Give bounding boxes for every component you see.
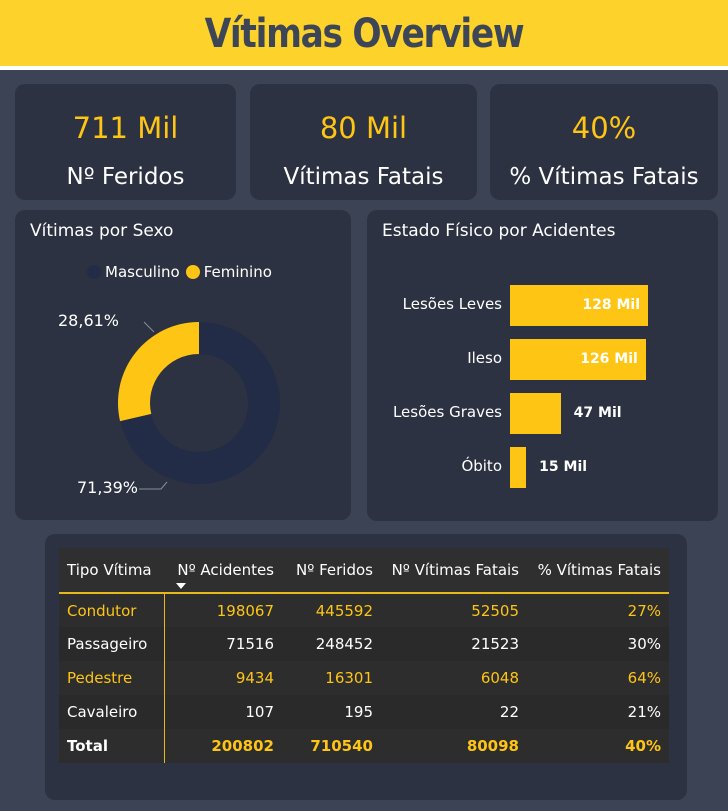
bar-óbito[interactable] [510,447,527,488]
kpi-value: 711 Mil [72,111,179,145]
bar-category-label: Lesões Leves [402,295,502,313]
bar-data-label: 126 Mil [580,351,638,367]
kpi-value: 80 Mil [319,111,408,145]
donut-slice-feminino[interactable] [118,322,199,422]
table-cell: 22 [381,695,527,729]
table-cell: Total [59,729,165,763]
victims-table: Tipo Vítima Nº Acidentes Nº Feridos Nº V… [59,548,669,763]
title-banner: Vítimas Overview [0,0,728,70]
sort-descending-icon [176,583,186,589]
table-total-row[interactable]: Total 200802 710540 80098 40% [59,729,669,763]
table-cell: 71516 [164,627,282,661]
table-row[interactable]: Passageiro 71516 248452 21523 30% [59,627,669,661]
bar-category-label: Ileso [467,349,502,367]
table-cell: 9434 [164,661,282,695]
donut-data-label-masculino: 71,39% [77,478,139,497]
legend-item-masculino[interactable]: Masculino [87,263,180,281]
table-cell: 200802 [164,729,282,763]
donut-chart-card[interactable]: Vítimas por Sexo Masculino Feminino 28,6… [15,210,351,520]
table-cell: 52505 [381,593,527,627]
table-cell: 80098 [381,729,527,763]
chart-title: Vítimas por Sexo [30,221,174,241]
page-title: Vítimas Overview [204,11,525,57]
chart-title: Estado Físico por Acidentes [382,221,616,241]
table-cell: 30% [527,627,669,661]
bar-data-label: 128 Mil [582,297,640,313]
kpi-label: Nº Feridos [66,164,185,190]
table-cell: 248452 [282,627,381,661]
bar-category-label: Lesões Graves [392,403,502,421]
table-header-row: Tipo Vítima Nº Acidentes Nº Feridos Nº V… [59,548,669,594]
kpi-value: 40% [571,111,637,145]
column-header-vitimas-fatais[interactable]: Nº Vítimas Fatais [381,548,527,594]
table-cell: 107 [164,695,282,729]
table-cell: Pedestre [59,661,165,695]
table-row[interactable]: Condutor 198067 445592 52505 27% [59,593,669,627]
table-row[interactable]: Pedestre 9434 16301 6048 64% [59,661,669,695]
table-cell: 27% [527,593,669,627]
table-cell: Cavaleiro [59,695,165,729]
table-cell: 445592 [282,593,381,627]
leader-line-feminino [143,321,155,333]
table-cell: 198067 [164,593,282,627]
legend-item-feminino[interactable]: Feminino [185,263,272,281]
column-header-tipo-vitima[interactable]: Tipo Vítima [59,548,164,594]
table-cell: 710540 [282,729,381,763]
table-row[interactable]: Cavaleiro 107 195 22 21% [59,695,669,729]
bar-lesões-graves[interactable] [510,393,561,434]
kpi-card-percent-fatais[interactable]: 40% % Vítimas Fatais [490,84,718,200]
column-header-feridos[interactable]: Nº Feridos [282,548,381,594]
kpi-card-vitimas-fatais[interactable]: 80 Mil Vítimas Fatais [250,84,477,200]
table-cell: 16301 [282,661,381,695]
legend-label: Feminino [203,263,272,281]
table-cell: 21% [527,695,669,729]
kpi-label: Vítimas Fatais [283,164,444,190]
legend-label: Masculino [105,263,180,281]
chart-legend: Masculino Feminino [87,263,278,281]
legend-dot [87,265,101,279]
kpi-label: % Vítimas Fatais [509,164,699,190]
table-cell: 64% [527,661,669,695]
bar-ileso[interactable] [510,339,646,380]
leader-line-masculino [139,481,168,490]
column-header-acidentes[interactable]: Nº Acidentes [164,548,282,594]
donut-chart [118,321,280,490]
table-cell: 6048 [381,661,527,695]
legend-dot [185,265,200,279]
table-cell: 40% [527,729,669,763]
table-cell: Condutor [59,593,165,627]
bar-data-label: 15 Mil [539,459,588,475]
table-cell: Passageiro [59,627,165,661]
table-cell: 21523 [381,627,527,661]
bar-lesões-leves[interactable] [510,285,648,326]
kpi-card-feridos[interactable]: 711 Mil Nº Feridos [15,84,236,200]
donut-slice-masculino[interactable] [120,322,280,485]
bar-chart-card[interactable]: Estado Físico por Acidentes Lesões Leves… [367,210,718,521]
column-header-label: Nº Acidentes [177,561,274,579]
column-header-percent-fatais[interactable]: % Vítimas Fatais [527,548,669,594]
bar-data-label: 47 Mil [573,405,622,421]
donut-data-label-feminino: 28,61% [58,311,120,330]
table-cell: 195 [282,695,381,729]
bar-category-label: Óbito [461,457,502,475]
